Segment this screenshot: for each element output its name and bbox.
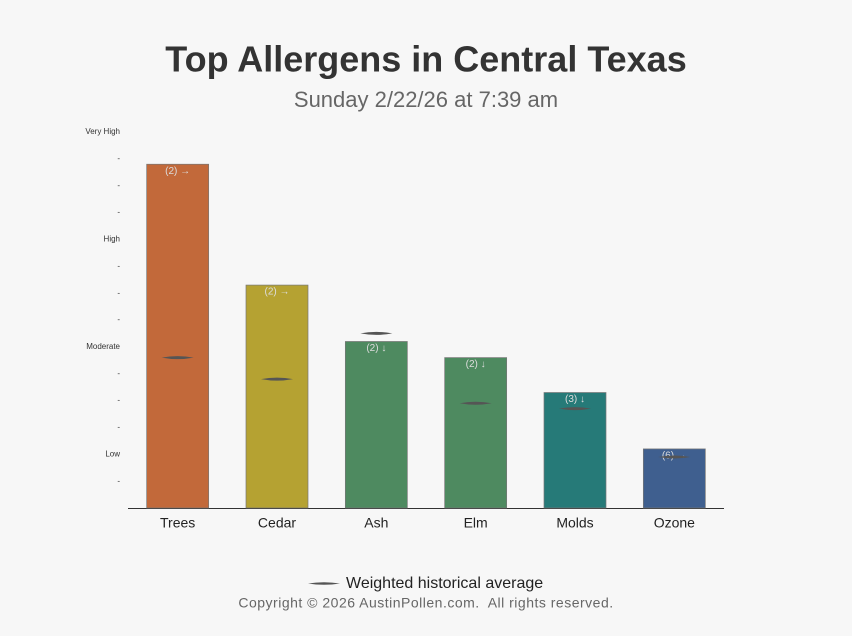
bar <box>642 448 706 509</box>
legend-marker <box>308 582 340 585</box>
average-marker <box>658 455 691 459</box>
chart-subtitle: Sunday 2/22/26 at 7:39 am <box>294 87 558 112</box>
average-marker <box>161 356 194 360</box>
y-tick-label: - <box>117 423 120 432</box>
x-tick-label: Trees <box>160 515 195 531</box>
y-tick-label: High <box>104 235 120 244</box>
bar <box>444 357 508 509</box>
bar <box>543 392 607 509</box>
y-tick-label: Very High <box>85 127 120 136</box>
value-label: (3) ↓ <box>565 394 585 405</box>
x-tick-label: Elm <box>464 515 488 531</box>
average-marker <box>360 331 393 335</box>
value-label: (2) ↓ <box>366 343 386 354</box>
y-tick-label: Moderate <box>86 342 120 351</box>
y-tick-label: - <box>117 208 120 217</box>
bar <box>344 341 408 509</box>
average-marker <box>559 407 591 411</box>
y-tick-label: - <box>117 154 120 163</box>
chart-title: Top Allergens in Central Texas <box>165 39 686 80</box>
y-tick-label: - <box>117 396 120 405</box>
y-tick-label: Low <box>105 449 120 458</box>
x-tick-label: Ash <box>364 515 388 531</box>
y-tick-label: - <box>117 288 120 297</box>
bar <box>146 163 210 509</box>
y-tick-label: - <box>117 181 120 190</box>
value-label: (2) ↓ <box>466 359 486 370</box>
y-tick-label: - <box>117 261 120 270</box>
value-label: (2) → <box>165 166 190 177</box>
average-marker <box>459 401 492 405</box>
x-tick-label: Molds <box>556 515 593 531</box>
average-marker <box>261 377 293 381</box>
y-tick-label: - <box>117 476 120 485</box>
value-label: (2) → <box>265 287 290 298</box>
bar <box>245 284 309 509</box>
legend-label: Weighted historical average <box>346 575 543 592</box>
y-tick-label: - <box>117 315 120 324</box>
footer: Copyright © 2026 AustinPollen.com. All r… <box>238 595 613 611</box>
x-tick-label: Ozone <box>654 515 695 531</box>
y-tick-label: - <box>117 369 120 378</box>
x-tick-label: Cedar <box>258 515 296 531</box>
